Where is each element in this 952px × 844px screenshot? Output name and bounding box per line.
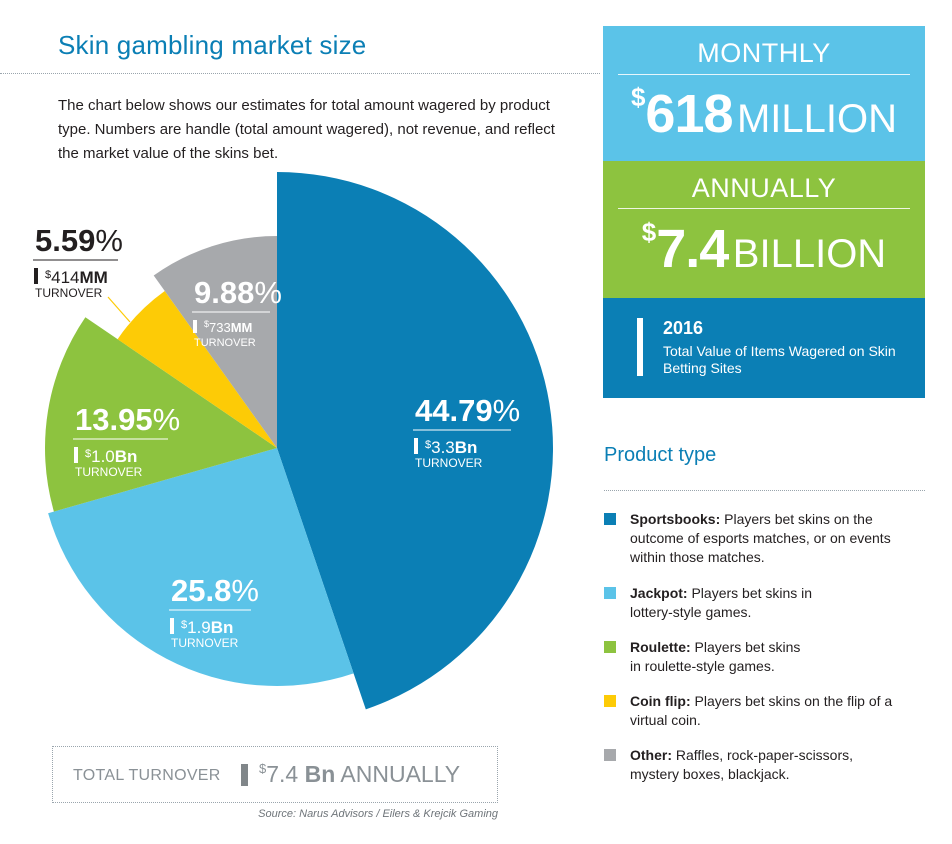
legend-name: Coin flip: bbox=[630, 693, 691, 709]
slice-amount-roulette: $1.0Bn bbox=[85, 447, 137, 466]
legend-swatch-sportsbooks bbox=[604, 513, 616, 525]
slice-amount-coin-flip: $414MM bbox=[45, 268, 108, 287]
pie-slice-jackpot bbox=[48, 448, 354, 686]
year-accent-bar bbox=[637, 318, 643, 376]
legend-desc: Players bet skins on the flip of a virtu… bbox=[630, 693, 893, 728]
total-accent-bar bbox=[241, 764, 248, 786]
annual-dollar: $ bbox=[641, 217, 657, 247]
pie-chart: 44.79%$3.3BnTURNOVER25.8%$1.9BnTURNOVER1… bbox=[33, 172, 553, 710]
slice-amount-bar bbox=[414, 438, 418, 454]
title-divider bbox=[0, 73, 600, 74]
total-turnover-label: TOTAL TURNOVER bbox=[73, 767, 221, 784]
slice-amount-bar bbox=[74, 447, 78, 463]
monthly-amount: 618 bbox=[645, 84, 733, 144]
source-note: Source: Narus Advisors / Eilers & Krejci… bbox=[258, 808, 498, 820]
year-description: Total Value of Items Wagered on Skin Bet… bbox=[663, 343, 896, 376]
legend-swatch-roulette bbox=[604, 641, 616, 653]
slice-turnover-coin-flip: TURNOVER bbox=[35, 286, 103, 300]
monthly-label: MONTHLY bbox=[697, 38, 831, 68]
total-turnover-box: TOTAL TURNOVER $7.4 Bn ANNUALLY bbox=[52, 746, 498, 803]
monthly-dollar: $ bbox=[630, 82, 646, 112]
total-dollar: $ bbox=[259, 761, 267, 776]
slice-percent-coin-flip: 5.59% bbox=[35, 223, 123, 258]
legend-name: Roulette: bbox=[630, 639, 691, 655]
slice-amount-jackpot: $1.9Bn bbox=[181, 618, 233, 637]
chart-title: Skin gambling market size bbox=[58, 30, 367, 60]
legend-item-coin-flip: Coin flip: Players bet skins on the flip… bbox=[604, 692, 924, 730]
total-unit: Bn bbox=[304, 761, 336, 787]
annual-value: $7.4 BILLION bbox=[603, 217, 925, 280]
slice-label-other: 9.88% $733MM TURNOVER bbox=[192, 275, 282, 349]
legend-desc: Players bet skins in lottery-style games… bbox=[630, 585, 813, 620]
legend-item-roulette: Roulette: Players bet skins in roulette-… bbox=[604, 638, 924, 676]
slice-amount-sportsbooks: $3.3Bn bbox=[425, 438, 477, 457]
legend-swatch-jackpot bbox=[604, 587, 616, 599]
slice-turnover-other: TURNOVER bbox=[194, 337, 256, 349]
legend-name: Sportsbooks: bbox=[630, 511, 721, 527]
slice-amount-other: $733MM bbox=[204, 319, 252, 335]
total-amount: 7.4 bbox=[266, 761, 299, 787]
pie-slice-other bbox=[153, 236, 277, 448]
slice-turnover-sportsbooks: TURNOVER bbox=[415, 456, 483, 470]
year-number: 2016 bbox=[663, 318, 704, 338]
legend-desc: Players bet skins on the outcome of espo… bbox=[630, 511, 891, 565]
slice-amount-bar bbox=[193, 320, 197, 333]
year-summary-box: 2016 Total Value of Items Wagered on Ski… bbox=[603, 298, 925, 398]
slice-turnover-jackpot: TURNOVER bbox=[171, 636, 239, 650]
legend-swatch-other bbox=[604, 749, 616, 761]
slice-percent-sportsbooks: 44.79% bbox=[415, 393, 520, 428]
monthly-summary-box: MONTHLY $618 MILLION bbox=[603, 26, 925, 161]
legend-item-sportsbooks: Sportsbooks: Players bet skins on the ou… bbox=[604, 510, 924, 567]
slice-amount-bar bbox=[170, 618, 174, 634]
pie-slice-roulette bbox=[45, 317, 278, 512]
slice-turnover-roulette: TURNOVER bbox=[75, 465, 143, 479]
legend-item-jackpot: Jackpot: Players bet skins in lottery-st… bbox=[604, 584, 924, 622]
coin-flip-leader-line bbox=[107, 296, 131, 323]
slice-percent-jackpot: 25.8% bbox=[171, 573, 259, 608]
annual-label: ANNUALLY bbox=[691, 173, 837, 203]
product-type-divider bbox=[604, 490, 925, 491]
product-type-title: Product type bbox=[604, 444, 717, 466]
slice-percent-roulette: 13.95% bbox=[75, 402, 180, 437]
annual-amount: 7.4 bbox=[656, 219, 729, 279]
annual-rule bbox=[618, 208, 910, 209]
monthly-rule bbox=[618, 74, 910, 75]
total-suffix: ANNUALLY bbox=[340, 761, 461, 787]
legend-item-other: Other: Raffles, rock-paper-scissors, mys… bbox=[604, 746, 924, 784]
slice-amount-bar bbox=[34, 268, 38, 284]
total-turnover-value: $7.4 Bn ANNUALLY bbox=[259, 761, 460, 788]
slice-percent-other: 9.88% bbox=[194, 275, 282, 310]
legend-name: Other: bbox=[630, 747, 672, 763]
monthly-value: $618 MILLION bbox=[603, 82, 925, 145]
legend-desc: Players bet skins in roulette-style game… bbox=[630, 639, 801, 674]
annual-summary-box: ANNUALLY $7.4 BILLION bbox=[603, 161, 925, 298]
intro-paragraph: The chart below shows our estimates for … bbox=[58, 97, 555, 162]
legend-name: Jackpot: bbox=[630, 585, 688, 601]
annual-unit: BILLION bbox=[732, 232, 887, 276]
monthly-unit: MILLION bbox=[736, 97, 898, 141]
legend-swatch-coin-flip bbox=[604, 695, 616, 707]
legend-desc: Raffles, rock-paper-scissors, mystery bo… bbox=[630, 747, 854, 782]
pie-slice-coin-flip bbox=[117, 291, 277, 448]
